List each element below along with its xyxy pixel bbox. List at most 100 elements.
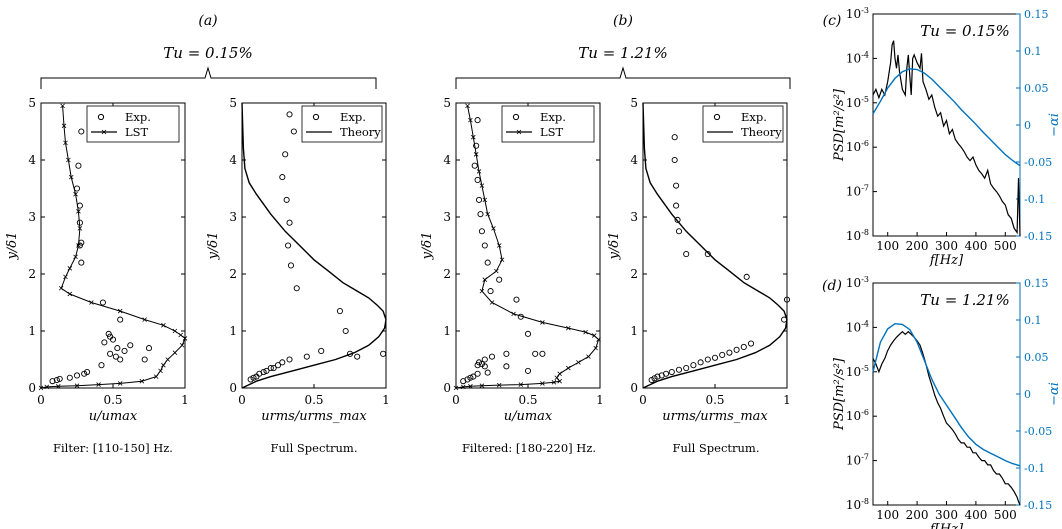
lst-point (139, 378, 145, 384)
x-axis-label-c: f[Hz] (929, 253, 964, 268)
x-axis-label-d: f[Hz] (929, 522, 964, 529)
lst-point (68, 174, 74, 180)
exp-point (474, 176, 481, 183)
lst-point (165, 357, 171, 362)
series-line-growth (872, 322, 1021, 467)
lst-point (586, 354, 591, 359)
y-tick-label-b1: 4 (443, 153, 451, 167)
exp-point (503, 363, 510, 370)
lst-point (496, 382, 502, 388)
exp-point (481, 242, 488, 249)
lst-point (161, 323, 166, 328)
exp-point (73, 185, 81, 192)
caption-a2: Full Spectrum. (271, 441, 358, 455)
lst-point (489, 300, 495, 305)
axes-box-c (872, 13, 1021, 237)
y-tick-label-b2: 2 (630, 267, 638, 281)
lst-point (540, 381, 545, 386)
y-tick-label-b1: 0 (443, 381, 451, 395)
exp-point (49, 378, 56, 385)
lst-point (60, 103, 65, 109)
y-axis-label-d: PSD[m²/s²] (832, 357, 847, 431)
y-tick-label-a2: 5 (229, 96, 237, 110)
legend-label-lst: LST (125, 125, 149, 139)
y-tick-label-d: 10-4 (846, 319, 869, 334)
exp-point (487, 288, 494, 295)
y-tick-label-b2: 5 (630, 96, 638, 110)
series-line-theory (241, 102, 387, 389)
exp-point (743, 273, 750, 280)
legend-label-lst: LST (540, 125, 564, 139)
chart-a1: 0 0.5 1 0 1 2 3 4 5 y/δ1 u/umax Exp.LST (5, 96, 189, 424)
exp-point (98, 362, 105, 369)
lst-point (453, 385, 459, 391)
exp-point (117, 356, 124, 363)
lst-point (491, 226, 496, 231)
y-tick-label-c: 10-8 (846, 228, 869, 243)
exp-point (704, 250, 711, 258)
legend-box-a1 (86, 105, 180, 143)
exp-point (674, 216, 681, 223)
x-tick-label-a1: 0 (37, 393, 45, 407)
axes-box-b2 (642, 102, 788, 389)
exp-point (496, 276, 503, 283)
y-tick-label-a2: 0 (229, 381, 237, 395)
lst-point (172, 328, 178, 334)
exp-point (336, 307, 343, 315)
lst-point (476, 169, 482, 174)
lst-point (44, 384, 50, 390)
x-tick-label-d: 300 (935, 508, 958, 522)
legend-box-b2 (702, 105, 784, 143)
y-tick-label-b1: 5 (443, 96, 451, 110)
exp-point (503, 350, 510, 357)
y-tick-label-b1: 3 (443, 210, 451, 224)
lst-point (117, 308, 123, 314)
tu-title-c: Tu = 0.15% (920, 22, 1009, 40)
x-tick-label-b1: 0.5 (518, 393, 537, 407)
exp-point (290, 128, 297, 135)
lst-point (482, 277, 488, 282)
exp-point (711, 354, 719, 361)
lst-point (172, 350, 178, 355)
legend-marker-x (516, 129, 522, 135)
lst-point (551, 380, 557, 385)
exp-point (114, 345, 121, 352)
series-line-theory (642, 102, 788, 389)
x-tick-label-a1: 0.5 (103, 393, 122, 407)
lst-point (465, 103, 470, 109)
exp-point (121, 347, 128, 355)
exp-point (481, 363, 488, 370)
x-tick-label-b2: 1 (783, 393, 791, 407)
y-tick-label-c: 10-4 (846, 50, 869, 65)
y-tick-label-a2: 1 (229, 324, 237, 338)
y2-tick-label-d: 0.15 (1024, 277, 1049, 290)
exp-point (127, 342, 134, 349)
exp-point (658, 372, 665, 379)
lst-point (182, 336, 188, 341)
y2-tick-label-d: 0.05 (1024, 351, 1049, 364)
lst-point (55, 384, 61, 389)
lst-point (76, 243, 81, 248)
y2-tick-label-c: 0 (1024, 119, 1031, 132)
x-axis-label-a1: u/umax (89, 409, 138, 424)
y2-tick-label-d: -0.1 (1024, 462, 1045, 475)
lst-point (73, 191, 78, 197)
chart-c: 100 200 300 400 500 10-8 10-7 10-6 10-5 10-4 10-3 -… (832, 6, 1062, 268)
lst-point (479, 383, 485, 389)
caption-b1: Filtered: [180-220] Hz. (462, 441, 596, 455)
lst-point (89, 300, 94, 305)
y-tick-label-a1: 4 (28, 153, 36, 167)
x-tick-label-c: 300 (935, 239, 958, 253)
y-tick-label-b2: 4 (630, 153, 638, 167)
lst-point (76, 209, 81, 214)
exp-point (524, 330, 532, 337)
exp-point (668, 368, 675, 376)
x-axis-label-b1: u/umax (504, 409, 553, 424)
exp-point (697, 359, 704, 366)
lst-point (557, 371, 562, 377)
exp-point (285, 242, 292, 249)
x-axis-label-b2: urms/urms_max (662, 409, 768, 424)
lst-point (67, 266, 73, 271)
lst-point (485, 211, 490, 217)
exp-point (274, 362, 282, 369)
